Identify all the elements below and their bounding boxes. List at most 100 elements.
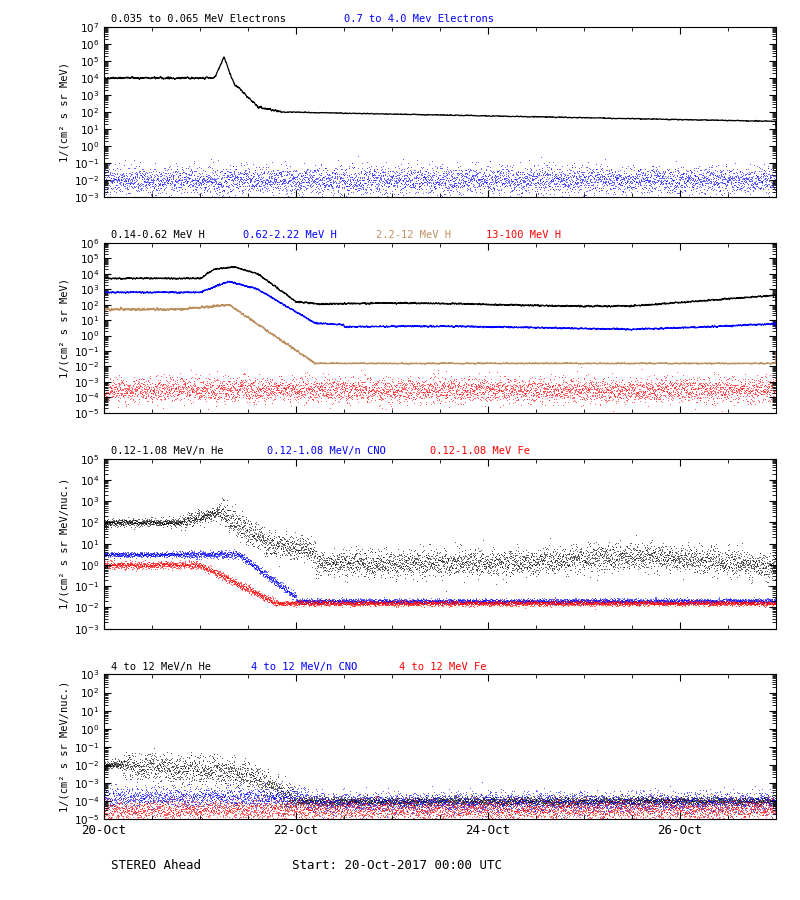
Point — [363, 595, 376, 609]
Point — [373, 596, 386, 610]
Point — [318, 544, 331, 559]
Point — [688, 596, 701, 610]
Point — [165, 518, 178, 533]
Point — [518, 798, 530, 813]
Point — [481, 595, 494, 609]
Point — [430, 386, 442, 400]
Point — [302, 784, 314, 798]
Point — [457, 167, 470, 182]
Point — [600, 393, 613, 408]
Point — [516, 790, 529, 805]
Point — [214, 176, 226, 190]
Point — [132, 799, 145, 814]
Point — [528, 555, 541, 570]
Point — [635, 379, 648, 393]
Point — [576, 793, 589, 807]
Point — [681, 556, 694, 571]
Point — [101, 513, 114, 527]
Point — [241, 779, 254, 794]
Point — [575, 796, 588, 811]
Point — [699, 555, 712, 570]
Point — [434, 806, 447, 821]
Point — [362, 800, 374, 814]
Point — [247, 769, 260, 783]
Point — [114, 793, 126, 807]
Point — [451, 596, 464, 610]
Point — [294, 541, 307, 555]
Point — [296, 806, 309, 821]
Point — [458, 166, 471, 180]
Point — [322, 795, 335, 809]
Point — [158, 807, 171, 822]
Point — [522, 552, 535, 566]
Point — [348, 594, 361, 608]
Point — [230, 578, 242, 592]
Point — [144, 794, 157, 808]
Point — [380, 595, 393, 609]
Point — [101, 758, 114, 772]
Point — [757, 796, 770, 810]
Point — [617, 796, 630, 810]
Point — [394, 382, 407, 397]
Point — [283, 598, 296, 612]
Point — [542, 800, 554, 814]
Point — [475, 803, 488, 817]
Point — [337, 793, 350, 807]
Point — [561, 799, 574, 814]
Point — [414, 796, 426, 811]
Point — [306, 594, 318, 608]
Point — [161, 555, 174, 570]
Point — [758, 548, 771, 562]
Point — [566, 594, 578, 608]
Point — [446, 595, 458, 609]
Point — [730, 595, 742, 609]
Point — [503, 806, 516, 821]
Point — [558, 594, 571, 608]
Point — [394, 172, 406, 186]
Point — [730, 170, 742, 184]
Point — [500, 564, 513, 579]
Point — [459, 380, 472, 394]
Point — [720, 386, 733, 400]
Point — [584, 595, 597, 609]
Point — [323, 595, 336, 609]
Point — [703, 594, 716, 608]
Point — [346, 593, 358, 608]
Point — [522, 794, 535, 808]
Point — [360, 560, 373, 574]
Point — [624, 549, 637, 563]
Point — [492, 795, 505, 809]
Point — [212, 756, 225, 770]
Point — [634, 593, 646, 608]
Point — [636, 800, 649, 814]
Point — [536, 549, 549, 563]
Point — [632, 797, 645, 812]
Point — [587, 557, 600, 572]
Point — [286, 551, 299, 565]
Point — [253, 777, 266, 791]
Point — [370, 376, 383, 391]
Point — [499, 796, 512, 810]
Point — [404, 159, 417, 174]
Point — [292, 178, 305, 193]
Point — [220, 550, 233, 564]
Point — [119, 187, 132, 202]
Point — [295, 531, 308, 545]
Point — [102, 797, 115, 812]
Point — [341, 594, 354, 608]
Point — [414, 596, 426, 610]
Point — [459, 175, 472, 189]
Point — [410, 802, 422, 816]
Point — [685, 164, 698, 178]
Point — [290, 163, 302, 177]
Point — [754, 793, 766, 807]
Point — [473, 801, 486, 815]
Point — [403, 803, 416, 817]
Point — [730, 805, 742, 819]
Point — [503, 178, 516, 193]
Point — [533, 800, 546, 814]
Point — [462, 548, 475, 562]
Point — [552, 554, 565, 569]
Point — [305, 381, 318, 395]
Point — [678, 793, 690, 807]
